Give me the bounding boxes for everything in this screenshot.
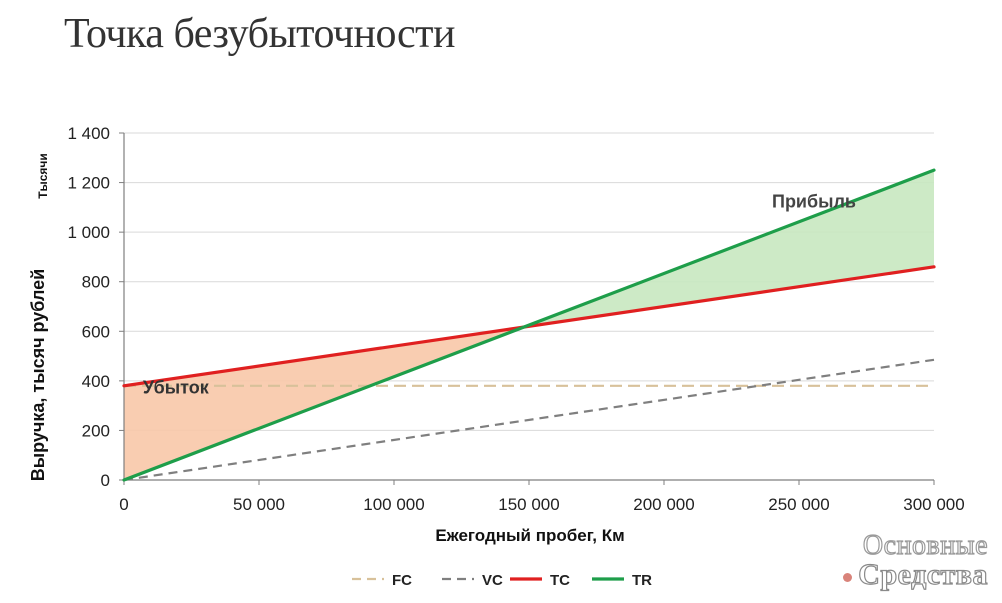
y-tick-label: 600 xyxy=(82,322,110,341)
x-tick-label: 100 000 xyxy=(363,495,424,514)
watermark-line2: Средства xyxy=(843,558,988,591)
y-tick-label: 1 400 xyxy=(67,124,110,143)
x-tick-label: 150 000 xyxy=(498,495,559,514)
watermark-line1: Основные xyxy=(862,530,988,561)
legend-label-vc: VC xyxy=(482,572,503,589)
series-line-tr xyxy=(122,168,936,482)
legend: FC VC TC TR xyxy=(352,572,652,589)
x-tick-label: 50 000 xyxy=(233,495,285,514)
axes: 0 200 400 600 800 1 000 1 200 1 400 0 50 000 100 0… xyxy=(67,124,964,514)
loss-region-label: Убыток xyxy=(143,377,210,397)
y-tick-label: 1 000 xyxy=(67,223,110,242)
y-tick-label: 0 xyxy=(101,471,110,490)
x-tick-label: 250 000 xyxy=(768,495,829,514)
series-lines xyxy=(122,168,936,482)
profit-region-label: Прибыль xyxy=(772,191,856,211)
y-tick-label: 800 xyxy=(82,273,110,292)
page-title: Точка безубыточности xyxy=(64,11,456,57)
labels: Убыток Прибыль Ежегодный пробег, Км Выручка… xyxy=(28,153,856,545)
x-tick-label: 300 000 xyxy=(903,495,964,514)
x-tick-label: 200 000 xyxy=(633,495,694,514)
series-line-vc xyxy=(123,358,935,482)
y-tick-label: 200 xyxy=(82,421,110,440)
y-unit-label: Тысячи xyxy=(36,153,50,198)
x-axis-title: Ежегодный пробег, Км xyxy=(435,526,624,545)
y-axis-title: Выручка, тысяч рублей xyxy=(28,269,48,481)
watermark-line2-text: Средства xyxy=(858,558,988,591)
x-tick-label: 0 xyxy=(119,495,128,514)
y-tick-label: 400 xyxy=(82,372,110,391)
watermark-logo: Основные Средства xyxy=(843,530,988,591)
watermark-dot xyxy=(843,572,853,582)
legend-label-tc: TC xyxy=(550,572,570,589)
legend-label-fc: FC xyxy=(392,572,412,589)
legend-label-tr: TR xyxy=(632,572,652,589)
y-tick-label: 1 200 xyxy=(67,174,110,193)
